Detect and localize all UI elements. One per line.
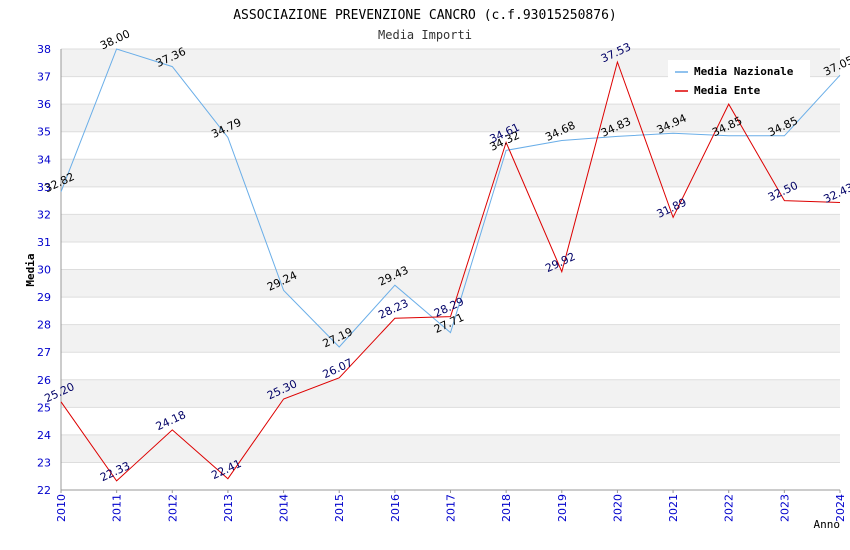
grid-band: [61, 269, 840, 298]
x-tick-label: 2016: [389, 494, 402, 522]
x-tick-label: 2010: [55, 494, 68, 522]
y-tick-label: 38: [37, 43, 51, 56]
y-tick-label: 37: [37, 71, 51, 84]
x-tick-label: 2018: [500, 494, 513, 522]
grid-band: [61, 186, 840, 215]
y-tick-label: 35: [37, 126, 51, 139]
y-tick-label: 22: [37, 484, 51, 497]
grid-band: [61, 159, 840, 187]
x-tick-label: 2019: [556, 494, 569, 522]
y-axis-label: Media: [24, 253, 37, 286]
chart-title: ASSOCIAZIONE PREVENZIONE CANCRO (c.f.930…: [233, 8, 617, 23]
x-tick-label: 2020: [611, 494, 624, 522]
x-tick-label: 2021: [667, 494, 680, 522]
x-tick-labels: 2010 2011 2012 2013 2014 2015 2016 2017 2018 2019…: [55, 490, 847, 522]
y-tick-label: 29: [37, 291, 51, 304]
grid-band: [61, 214, 840, 242]
x-tick-label: 2014: [278, 494, 291, 522]
y-tick-label: 34: [37, 153, 51, 166]
legend-label-nazionale: Media Nazionale: [694, 65, 794, 78]
y-tick-label: 32: [37, 208, 51, 221]
grid-band: [61, 324, 840, 353]
grid-band: [61, 241, 840, 270]
x-tick-label: 2013: [222, 494, 235, 522]
x-tick-label: 2011: [111, 494, 124, 522]
x-tick-label: 2015: [333, 494, 346, 522]
grid-band: [61, 462, 840, 490]
grid-band: [61, 434, 840, 463]
series-lines: [60, 48, 841, 482]
y-tick-label: 23: [37, 456, 51, 469]
grid-band: [61, 297, 840, 325]
grid-band: [61, 352, 840, 380]
y-tick-labels: 22 23 24 25 26 27 28 29 30 31 32 33 34 35 36 37 38: [37, 43, 51, 497]
x-tick-label: 2023: [778, 494, 791, 522]
x-tick-label: 2024: [834, 494, 847, 522]
series-line-ente: [60, 60, 841, 482]
legend-box: [668, 60, 810, 102]
grid-band: [61, 407, 840, 435]
grid-band: [61, 379, 840, 408]
x-tick-label: 2022: [723, 494, 736, 522]
y-tick-label: 33: [37, 181, 51, 194]
chart-subtitle: Media Importi: [378, 28, 472, 42]
y-tick-label: 28: [37, 319, 51, 332]
x-axis-label: Anno: [814, 518, 841, 531]
grid-band: [61, 131, 840, 160]
legend: Media Nazionale Media Ente: [668, 60, 810, 102]
y-tick-label: 36: [37, 98, 51, 111]
y-tick-label: 30: [37, 264, 51, 277]
y-tick-label: 27: [37, 346, 51, 359]
grid-bands: [61, 48, 840, 491]
y-tick-label: 26: [37, 374, 51, 387]
legend-label-ente: Media Ente: [694, 84, 761, 97]
x-tick-label: 2017: [445, 494, 458, 522]
series-line-nazionale: [60, 48, 841, 348]
y-tick-label: 25: [37, 401, 51, 414]
grid-band: [61, 104, 840, 132]
y-tick-label: 31: [37, 236, 51, 249]
x-tick-label: 2012: [166, 494, 179, 522]
y-tick-label: 24: [37, 429, 51, 442]
